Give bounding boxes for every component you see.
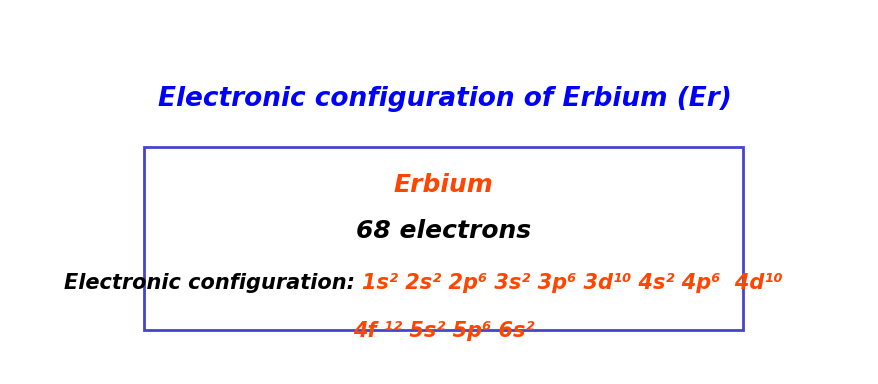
FancyBboxPatch shape xyxy=(144,147,743,330)
Text: 68 electrons: 68 electrons xyxy=(356,219,530,243)
Text: 1s² 2s² 2p⁶ 3s² 3p⁶ 3d¹⁰ 4s² 4p⁶  4d¹⁰: 1s² 2s² 2p⁶ 3s² 3p⁶ 3d¹⁰ 4s² 4p⁶ 4d¹⁰ xyxy=(362,273,781,293)
Text: Electronic configuration of Erbium (Er): Electronic configuration of Erbium (Er) xyxy=(157,86,730,112)
Text: Erbium: Erbium xyxy=(393,173,493,197)
Text: Electronic configuration:: Electronic configuration: xyxy=(63,273,362,293)
Text: 4f ¹² 5s² 5p⁶ 6s²: 4f ¹² 5s² 5p⁶ 6s² xyxy=(353,321,534,341)
